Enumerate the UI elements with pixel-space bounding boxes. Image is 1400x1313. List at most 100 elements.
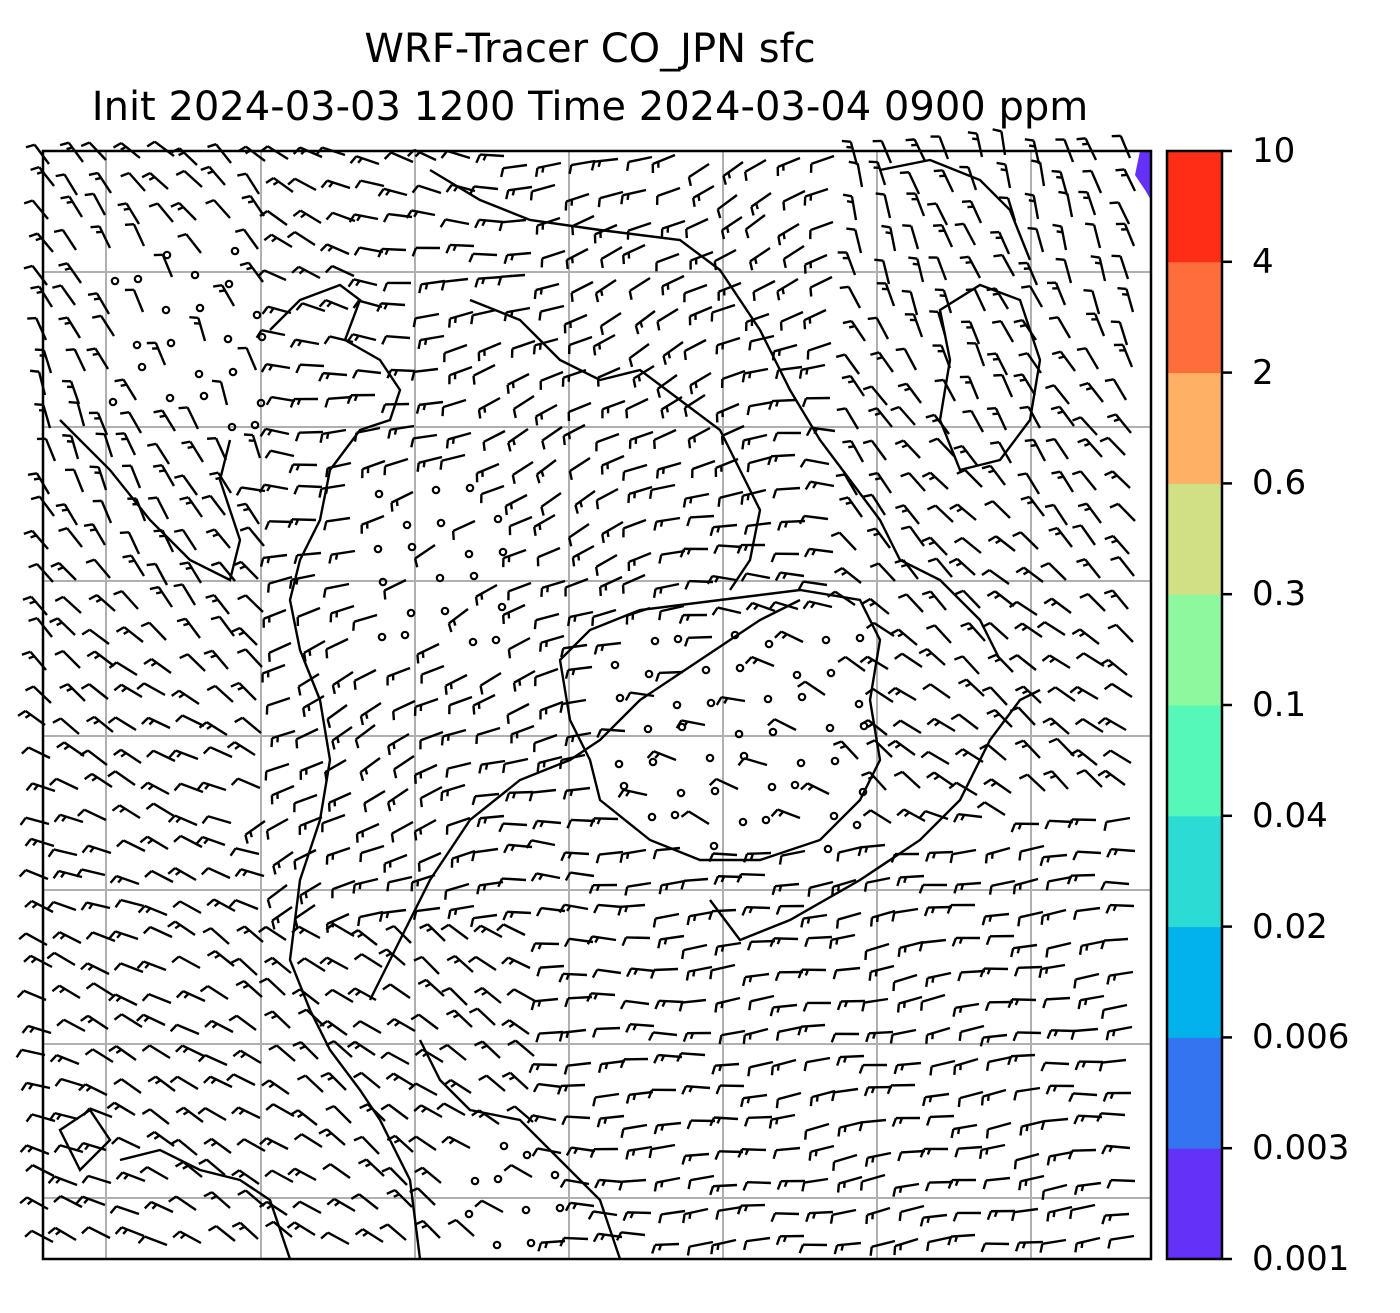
wind-barb [507,636,531,659]
wind-barb [1047,686,1076,702]
wind-barb [450,849,476,868]
wind-barb [346,333,377,343]
wind-barb [985,934,1015,946]
wind-barb [270,784,295,805]
wind-barb [508,515,533,536]
wind-barb [832,740,859,760]
wind-barb [924,1180,954,1192]
wind-barb [772,1146,801,1160]
wind-barb [201,815,232,825]
wind-barb [55,173,79,196]
wind-barb [896,808,926,823]
wind-barb [709,963,736,980]
wind-barb [678,998,707,1012]
wind-barb [383,578,407,600]
wind-barb [498,218,527,232]
wind-barb [933,169,955,193]
wind-barb [231,626,258,646]
wind-barb [980,1242,1010,1253]
wind-barb [829,1208,857,1224]
calm-wind-marker [224,279,234,289]
wind-barb [528,788,557,802]
wind-barb [976,801,1006,817]
wind-barb [1013,373,1037,396]
wind-barb [473,1040,501,1059]
wind-barb [111,804,141,820]
wind-barb [646,750,677,762]
wind-barb [385,924,412,944]
calm-wind-marker [764,639,774,649]
calm-wind-marker [670,810,680,820]
wind-barb [809,275,833,297]
wind-barb [324,395,353,408]
wind-barb [386,1134,414,1153]
wind-barb [874,258,891,285]
wind-barb [656,374,678,399]
wind-barb [619,1057,649,1069]
wind-barb [181,440,205,463]
wind-barb [86,650,115,667]
wind-barb [258,977,286,996]
wind-barb [503,251,532,265]
wind-barb [652,582,680,598]
wind-barb [1073,972,1100,989]
calm-wind-marker [199,391,209,401]
wind-barb [114,1226,145,1238]
wind-barb [261,305,292,315]
wind-barb [848,160,864,188]
wind-barb [59,683,86,702]
wind-barb [803,253,828,274]
wind-barb [648,1031,678,1042]
calm-wind-marker [521,1205,531,1215]
wind-barb [503,1164,533,1179]
wind-barb [468,252,498,263]
wind-barb [539,700,564,720]
wind-barb [1024,192,1040,220]
wind-barb [740,572,771,582]
wind-barb [875,192,892,219]
wind-barb [349,155,380,166]
wind-barb [887,686,917,702]
wind-barb [232,1049,262,1065]
wind-barb [599,311,622,336]
wind-barb [928,437,955,457]
wind-barb [212,284,236,307]
wind-barb [1036,621,1066,637]
wind-barb [961,200,983,224]
wind-barb [206,684,234,703]
wind-barb [740,488,767,505]
wind-barb [324,988,354,1004]
wind-barb [681,1084,711,1095]
wind-barb [85,558,111,579]
wind-barb [987,653,1014,673]
wind-barb [1083,288,1101,315]
wind-barb [831,878,857,896]
wind-barb [965,288,987,312]
wind-barb [78,1083,108,1097]
wind-barb [203,1137,232,1154]
wind-barb [477,396,501,419]
calm-wind-marker [440,606,450,616]
wind-barb [241,194,265,217]
wind-barb [591,968,622,979]
wind-barb [293,551,322,565]
wind-barb [167,920,196,936]
wind-barb [1071,470,1097,491]
wind-barb [692,184,715,208]
wind-barb [478,1074,506,1092]
wind-barb [302,639,326,662]
wind-barb [1102,1091,1132,1102]
coastline-korea [269,283,422,1260]
wind-barb [18,868,49,881]
wind-barb [197,1054,228,1067]
wind-barb [534,667,559,687]
wind-barb [771,882,800,896]
wind-barb [259,210,288,226]
wind-barb [326,1197,356,1213]
coastline-honshu-east [709,688,1041,942]
wind-barb [474,275,503,288]
wind-barb [534,403,558,426]
wind-barb [263,233,293,249]
wind-barb [21,746,51,760]
calm-wind-marker [854,699,864,709]
